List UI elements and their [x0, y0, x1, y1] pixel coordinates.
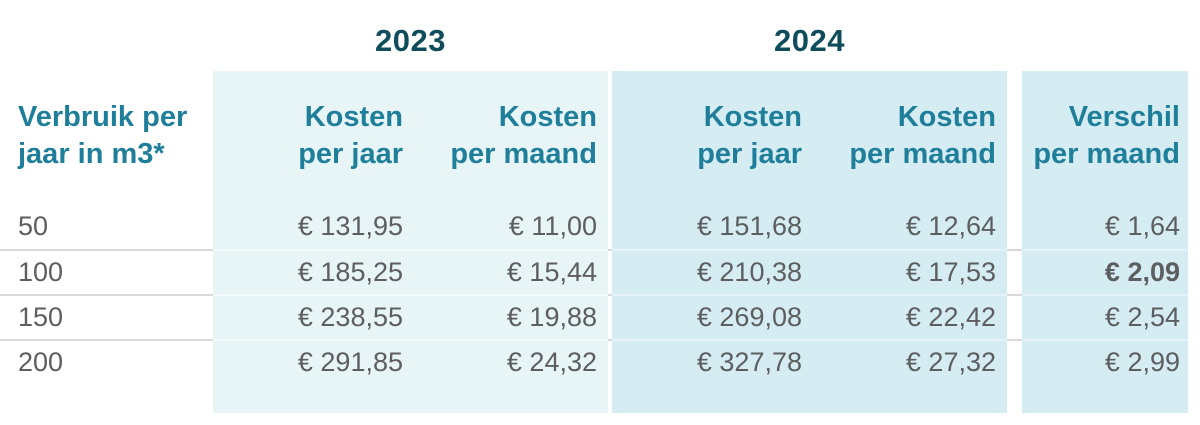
cell-consumption: 150	[0, 294, 213, 339]
block-gap	[608, 294, 612, 339]
cell-cost-year-2024: € 269,08	[612, 294, 812, 339]
cell-difference-month: € 2,54	[1022, 294, 1188, 339]
block-bottom-padding	[612, 384, 812, 413]
cell-cost-month-2023: € 15,44	[413, 249, 608, 294]
block-bottom-padding	[812, 384, 1007, 413]
col-header-cost-month-2024-line2: per maand	[849, 138, 996, 170]
col-header-cost-month-2024-line1: Kosten	[897, 101, 996, 133]
cell-cost-year-2023: € 291,85	[213, 339, 413, 384]
col-header-cost-month-2023: Kosten per maand	[413, 71, 608, 204]
cell-cost-year-2024: € 327,78	[612, 339, 812, 384]
cell-cost-month-2024: € 17,53	[812, 249, 1007, 294]
col-header-cost-month-2024: Kosten per maand	[812, 71, 1007, 204]
cell-cost-month-2023: € 24,32	[413, 339, 608, 384]
block-bottom-padding	[413, 384, 608, 413]
cell-cost-month-2024: € 12,64	[812, 204, 1007, 249]
col-header-consumption-line1: Verbruik per	[18, 101, 188, 133]
cell-cost-month-2023: € 11,00	[413, 204, 608, 249]
cell-cost-month-2024: € 22,42	[812, 294, 1007, 339]
col-header-difference-month: Verschil per maand	[1022, 71, 1188, 204]
cell-cost-year-2024: € 210,38	[612, 249, 812, 294]
cell-cost-month-2023: € 19,88	[413, 294, 608, 339]
block-gap	[608, 339, 612, 384]
col-header-cost-month-2023-line2: per maand	[450, 138, 597, 170]
cell-difference-month: € 1,64	[1022, 204, 1188, 249]
block-bottom-padding	[1022, 384, 1188, 413]
block-bottom-padding	[213, 384, 413, 413]
cell-cost-year-2024: € 151,68	[612, 204, 812, 249]
col-header-cost-year-2024-line1: Kosten	[703, 101, 802, 133]
cell-cost-month-2024: € 27,32	[812, 339, 1007, 384]
col-header-difference-month-line1: Verschil	[1068, 101, 1180, 133]
year-group-label-2023: 2023	[375, 23, 446, 58]
cell-cost-year-2023: € 238,55	[213, 294, 413, 339]
cell-consumption: 50	[18, 211, 49, 241]
col-header-cost-year-2024-line2: per jaar	[697, 138, 802, 170]
cell-consumption: 100	[0, 249, 213, 294]
col-header-cost-year-2023-line2: per jaar	[298, 138, 403, 170]
col-header-consumption: Verbruik per jaar in m3*	[0, 71, 213, 204]
col-header-cost-year-2023: Kosten per jaar	[213, 71, 413, 204]
cell-consumption: 200	[0, 339, 213, 384]
block-gap	[608, 249, 612, 294]
block-gap	[1007, 249, 1022, 294]
cell-difference-month: € 2,09	[1022, 249, 1188, 294]
block-gap	[1007, 204, 1022, 249]
cell-cost-year-2023: € 131,95	[213, 204, 413, 249]
block-gap	[1007, 339, 1022, 384]
cell-difference-month: € 2,99	[1022, 339, 1188, 384]
col-header-difference-month-line2: per maand	[1033, 138, 1180, 170]
cell-cost-year-2023: € 185,25	[213, 249, 413, 294]
col-header-cost-month-2023-line1: Kosten	[498, 101, 597, 133]
col-header-consumption-line2: jaar in m3*	[18, 138, 165, 170]
year-group-label-2024: 2024	[774, 23, 845, 58]
block-gap	[1007, 294, 1022, 339]
col-header-cost-year-2024: Kosten per jaar	[612, 71, 812, 204]
col-header-cost-year-2023-line1: Kosten	[304, 101, 403, 133]
